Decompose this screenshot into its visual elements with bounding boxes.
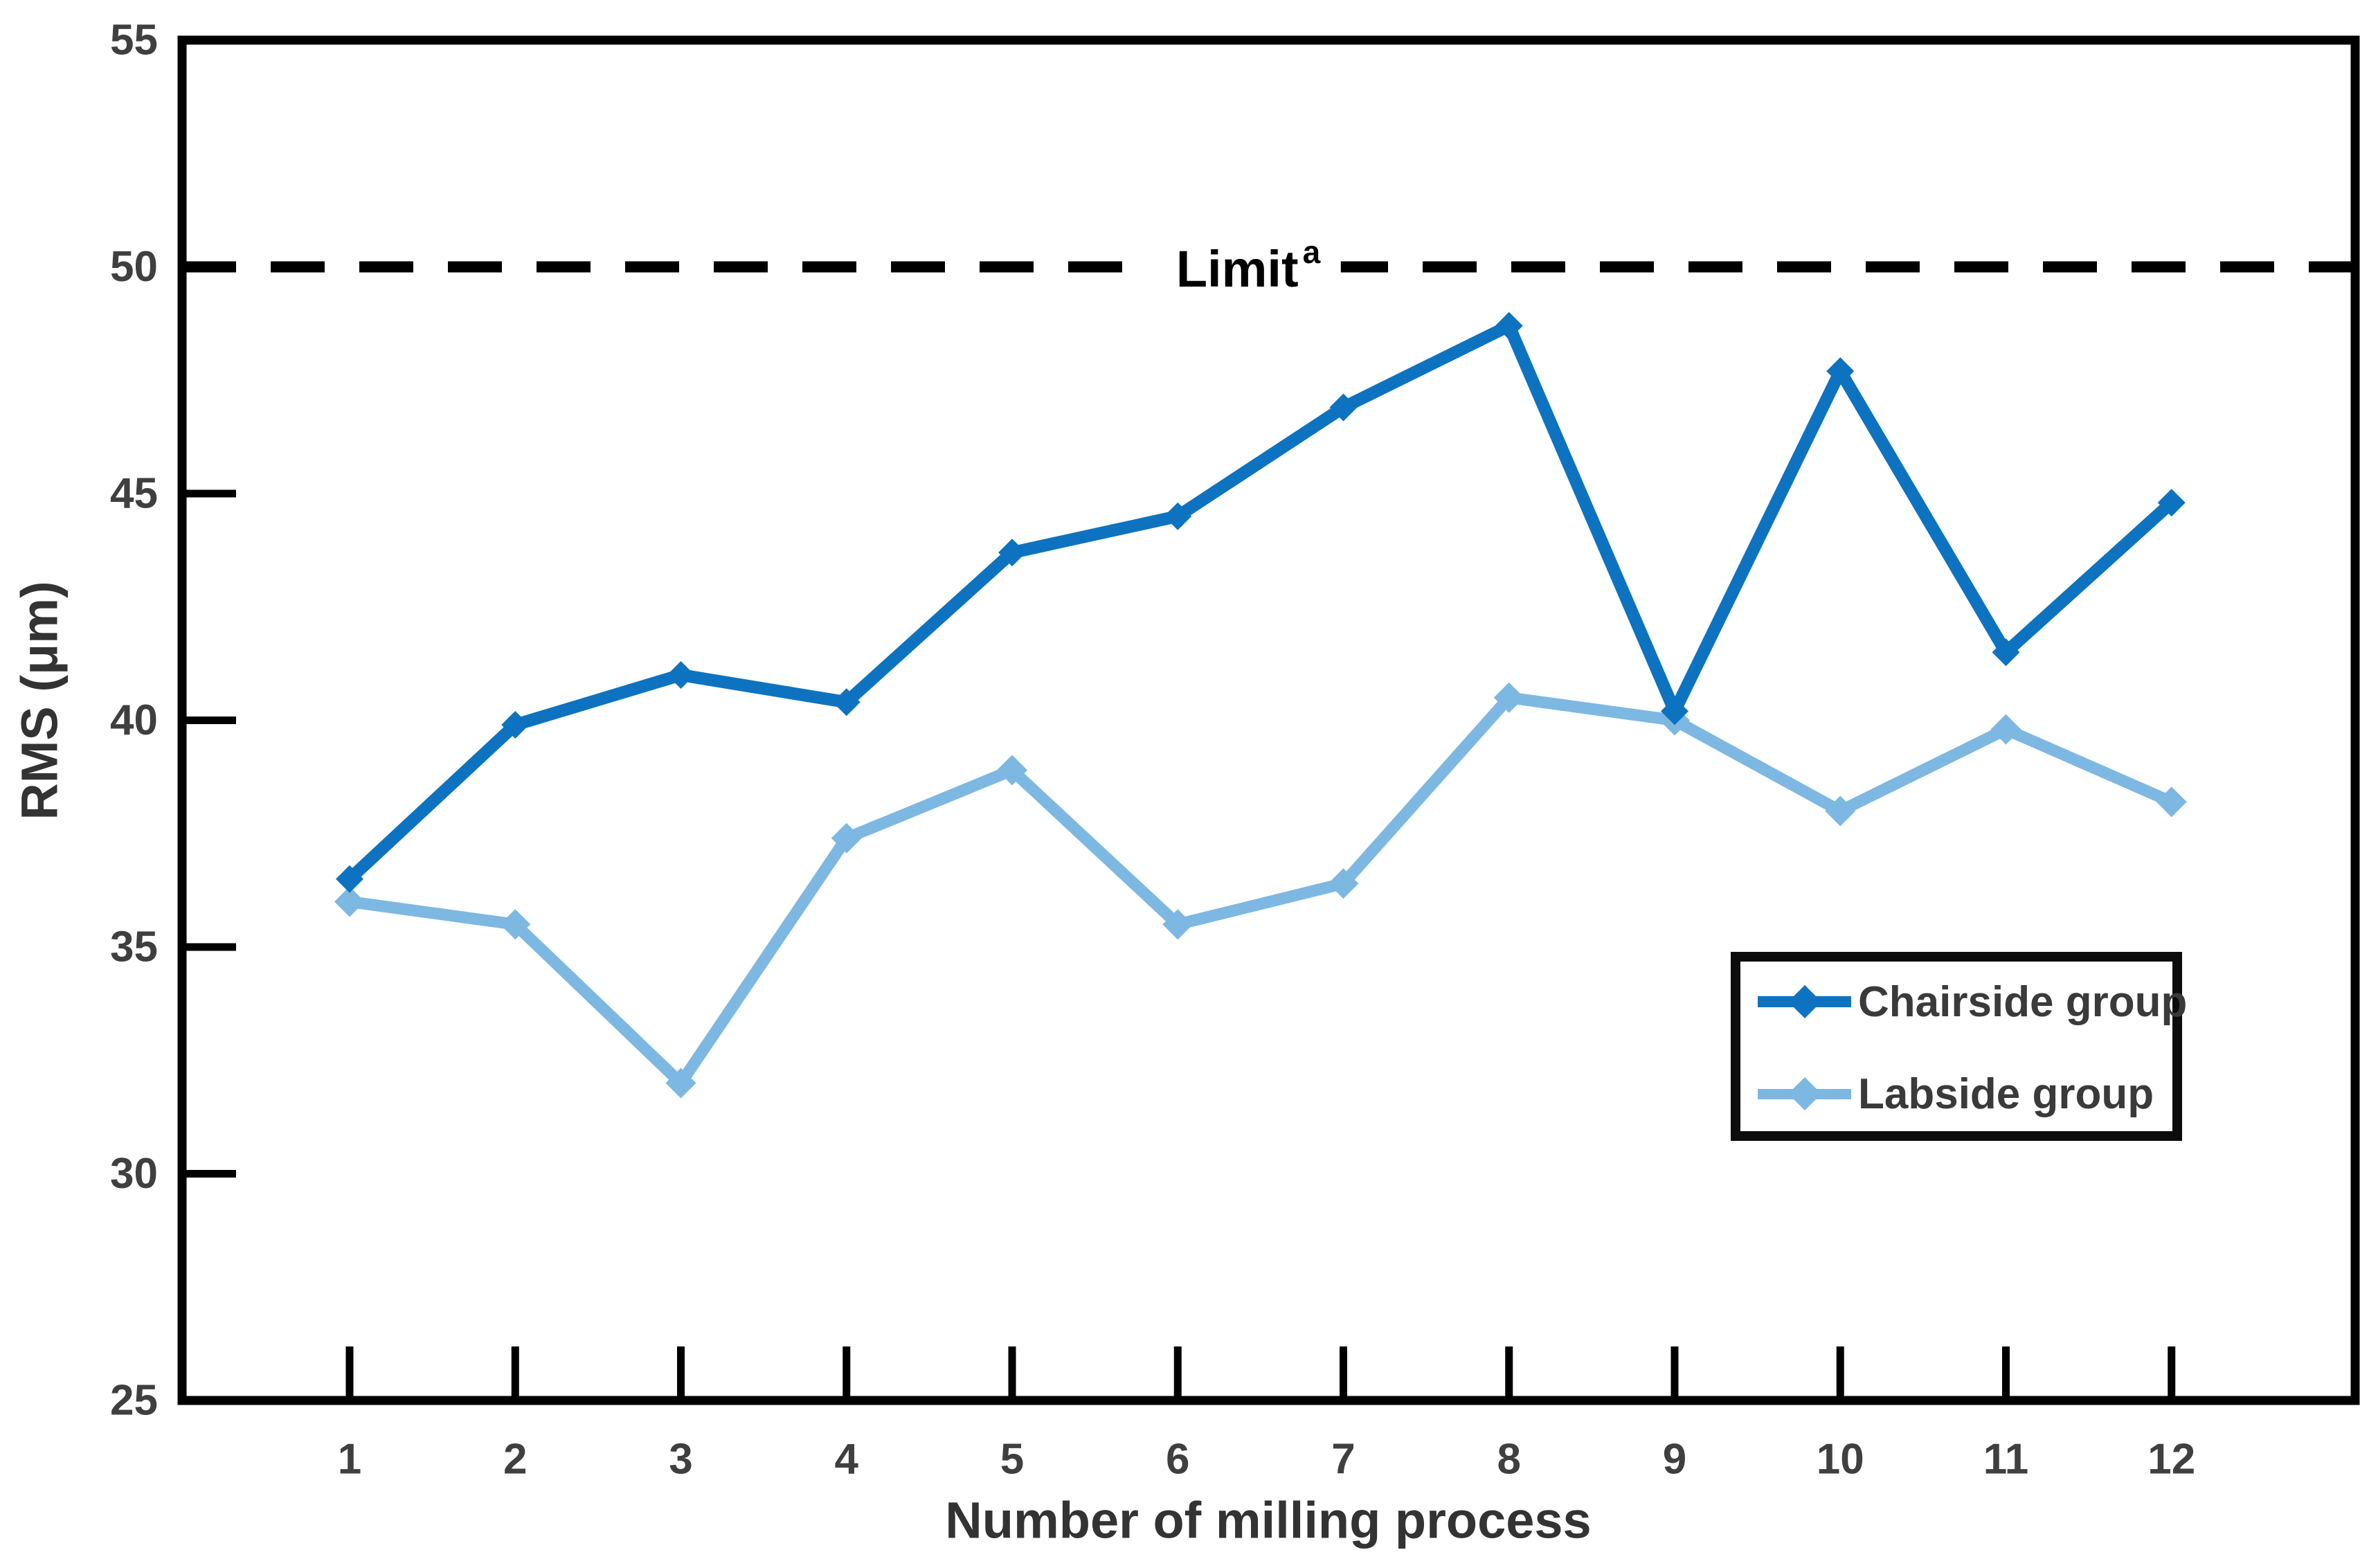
chairside-group-point-6	[1164, 502, 1192, 530]
x-tick-label-5: 5	[1000, 1436, 1024, 1484]
x-tick-label-7: 7	[1331, 1436, 1355, 1484]
legend-item-chairside: Chairside group	[1758, 977, 2187, 1026]
labside-line-sample	[1758, 1076, 1851, 1111]
limit-annotation-superscript: a	[1302, 234, 1321, 271]
y-axis-title: RMS (μm)	[10, 581, 69, 820]
chairside-group-point-8	[1495, 312, 1523, 340]
labside-group-point-8	[1493, 682, 1524, 713]
x-tick-label-4: 4	[835, 1436, 859, 1484]
legend-label-labside: Labside group	[1858, 1070, 2154, 1118]
labside-group-point-3	[665, 1067, 696, 1099]
y-tick-label-30: 30	[110, 1150, 158, 1198]
x-axis-title: Number of milling process	[945, 1491, 1591, 1550]
chairside-line-sample	[1758, 984, 1851, 1019]
labside-group-point-5	[997, 755, 1027, 786]
chairside-group-point-11	[1992, 638, 2020, 667]
x-tick-label-10: 10	[1817, 1436, 1864, 1484]
x-tick-label-6: 6	[1166, 1436, 1189, 1484]
chairside-group-point-1	[336, 865, 363, 893]
chairside-group-point-9	[1661, 697, 1688, 726]
y-tick-label-25: 25	[110, 1377, 158, 1425]
x-tick-label-2: 2	[503, 1436, 527, 1484]
y-tick-label-55: 55	[110, 17, 158, 64]
y-tick-label-45: 45	[110, 470, 158, 518]
y-axis-title-text: RMS (μm)	[10, 581, 69, 820]
y-tick-label-35: 35	[110, 923, 158, 971]
legend-label-chairside: Chairside group	[1858, 977, 2188, 1026]
x-tick-label-12: 12	[2147, 1436, 2195, 1484]
limit-annotation-text: Limit	[1176, 240, 1299, 298]
x-tick-label-9: 9	[1663, 1436, 1686, 1484]
legend: Chairside group Labside group	[1731, 952, 2187, 1141]
chairside-group-point-2	[501, 711, 530, 739]
labside-group-point-4	[831, 822, 862, 854]
limit-annotation: Limit a	[1151, 234, 1342, 298]
x-tick-label-3: 3	[669, 1436, 692, 1484]
labside-group-point-6	[1162, 909, 1193, 940]
legend-item-labside: Labside group	[1758, 1070, 2172, 1118]
labside-group-point-12	[2156, 786, 2187, 818]
x-tick-label-1: 1	[338, 1436, 361, 1484]
chairside-group-point-7	[1329, 393, 1358, 422]
y-tick-label-40: 40	[110, 696, 158, 744]
chairside-group-point-5	[998, 539, 1026, 567]
labside-group-point-7	[1328, 868, 1359, 899]
chairside-diamond-marker-icon	[1787, 984, 1821, 1019]
labside-group-point-2	[500, 909, 531, 940]
chairside-group-point-12	[2157, 489, 2186, 517]
chairside-group-point-4	[832, 688, 861, 717]
labside-group-point-10	[1825, 795, 1856, 827]
labside-group-point-1	[334, 886, 365, 917]
x-axis-title-text: Number of milling process	[945, 1491, 1592, 1549]
y-tick-label-50: 50	[110, 243, 158, 291]
x-tick-label-11: 11	[1983, 1436, 2029, 1484]
labside-diamond-marker-icon	[1787, 1076, 1821, 1111]
x-tick-label-8: 8	[1497, 1436, 1521, 1484]
labside-group-line	[343, 692, 2178, 1089]
chairside-group-point-3	[667, 661, 695, 689]
chairside-group-point-10	[1826, 357, 1855, 386]
chairside-group-line	[343, 319, 2178, 885]
labside-group-point-11	[1990, 714, 2021, 745]
